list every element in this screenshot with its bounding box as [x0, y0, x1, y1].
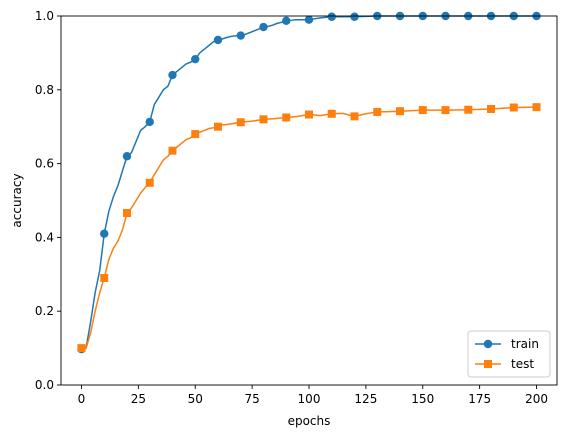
x-tick-label: 150 — [411, 392, 434, 406]
data-point-test — [532, 103, 541, 112]
data-point-test — [213, 122, 222, 131]
legend-marker-test — [484, 360, 492, 368]
x-tick-label: 25 — [131, 392, 146, 406]
plot-area — [77, 11, 541, 354]
data-point-train — [213, 35, 223, 45]
x-axis-label: epochs — [288, 414, 331, 428]
data-point-test — [191, 130, 200, 139]
data-point-test — [282, 113, 291, 122]
x-tick-label: 75 — [244, 392, 259, 406]
x-tick-label: 200 — [525, 392, 548, 406]
y-tick-label: 0.6 — [35, 157, 54, 171]
data-point-test — [464, 105, 473, 114]
x-tick-label: 100 — [298, 392, 321, 406]
legend-label-train: train — [511, 337, 539, 351]
x-tick-label: 50 — [188, 392, 203, 406]
legend-item-train: train — [475, 337, 539, 351]
data-point-test — [100, 273, 109, 282]
data-point-test — [441, 106, 450, 115]
data-point-train — [145, 117, 154, 127]
data-point-test — [396, 107, 405, 116]
data-point-test — [509, 103, 518, 112]
y-tick-label: 0.4 — [35, 230, 54, 244]
legend-marker-train — [483, 339, 493, 349]
data-point-test — [236, 118, 245, 127]
legend-item-test: test — [475, 357, 534, 371]
y-axis-label: accuracy — [10, 173, 24, 227]
legend: train test — [467, 330, 551, 378]
data-point-test — [487, 104, 496, 113]
x-tick-label: 175 — [468, 392, 491, 406]
data-point-test — [145, 178, 154, 187]
data-point-test — [327, 109, 336, 118]
y-tick-label: 1.0 — [35, 9, 54, 23]
legend-label-test: test — [511, 357, 534, 371]
data-point-train — [236, 31, 245, 40]
data-point-test — [373, 107, 382, 116]
data-point-train — [122, 152, 132, 161]
data-point-train — [100, 229, 109, 238]
data-point-test — [418, 106, 427, 115]
data-point-test — [305, 110, 313, 119]
data-point-train — [191, 54, 200, 64]
data-point-test — [350, 112, 359, 121]
data-point-test — [259, 115, 268, 124]
y-tick-label: 0.2 — [35, 304, 54, 318]
data-point-train — [259, 22, 268, 32]
data-point-train — [282, 16, 291, 25]
y-tick-label: 0.8 — [35, 83, 54, 97]
data-point-test — [168, 146, 177, 155]
series-test — [77, 103, 541, 353]
data-point-test — [122, 209, 131, 218]
data-point-train — [168, 70, 177, 80]
y-tick-label: 0.0 — [35, 378, 54, 392]
axes: 0 25 50 75 100 125 150 175 200 0.0 0.2 0.4 0.6 0.8 1.0 — [35, 9, 558, 406]
data-point-test — [77, 344, 86, 353]
x-tick-label: 0 — [78, 392, 86, 406]
x-tick-label: 125 — [354, 392, 377, 406]
data-point-train — [350, 12, 359, 21]
data-point-train — [327, 12, 336, 21]
data-point-train — [304, 15, 314, 24]
